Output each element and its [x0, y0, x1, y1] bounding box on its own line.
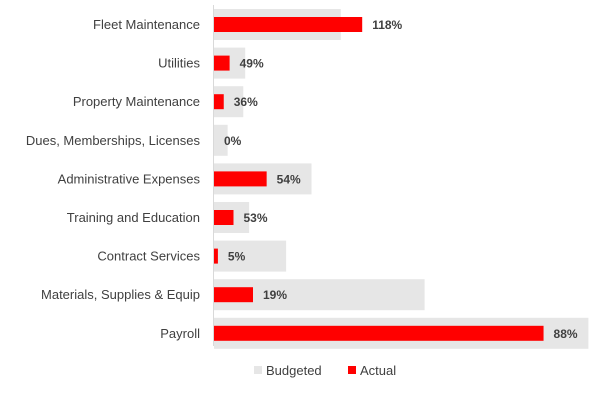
bar-actual-property-maintenance [214, 94, 224, 110]
category-label-materials-supplies-equip: Materials, Supplies & Equip [41, 287, 200, 302]
bar-actual-payroll [214, 325, 544, 341]
bar-actual-contract-services [214, 248, 218, 264]
bar-actual-training-and-education [214, 210, 234, 225]
legend-label-budgeted: Budgeted [266, 363, 322, 378]
data-label-training-and-education: 53% [244, 211, 268, 225]
data-label-contract-services: 5% [228, 250, 246, 264]
data-label-payroll: 88% [554, 327, 578, 341]
legend-label-actual: Actual [360, 363, 396, 378]
category-label-fleet-maintenance: Fleet Maintenance [93, 17, 200, 32]
bar-budgeted-dues-memberships-licenses [214, 124, 228, 156]
data-label-property-maintenance: 36% [234, 95, 258, 109]
bar-actual-utilities [214, 55, 230, 71]
bar-budgeted-contract-services [214, 240, 287, 272]
category-label-training-and-education: Training and Education [67, 210, 200, 225]
plot-area: Fleet Maintenance 118% Utilities 49% Propert… [26, 5, 589, 349]
bar-actual-materials-supplies-equip [214, 287, 253, 303]
legend: Budgeted Actual [254, 363, 396, 378]
category-label-administrative-expenses: Administrative Expenses [58, 171, 201, 186]
data-label-dues-memberships-licenses: 0% [224, 134, 242, 148]
legend-swatch-actual [348, 366, 356, 374]
bar-actual-fleet-maintenance [214, 17, 363, 32]
data-label-fleet-maintenance: 118% [372, 18, 402, 32]
category-label-contract-services: Contract Services [97, 249, 200, 264]
data-label-materials-supplies-equip: 19% [263, 288, 287, 302]
category-label-payroll: Payroll [160, 326, 200, 341]
data-label-administrative-expenses: 54% [277, 172, 301, 186]
data-label-utilities: 49% [240, 57, 264, 71]
category-label-property-maintenance: Property Maintenance [73, 94, 200, 109]
bar-actual-administrative-expenses [214, 171, 267, 187]
category-label-dues-memberships-licenses: Dues, Memberships, Licenses [26, 133, 201, 148]
category-label-utilities: Utilities [158, 56, 200, 71]
legend-swatch-budgeted [254, 366, 262, 374]
